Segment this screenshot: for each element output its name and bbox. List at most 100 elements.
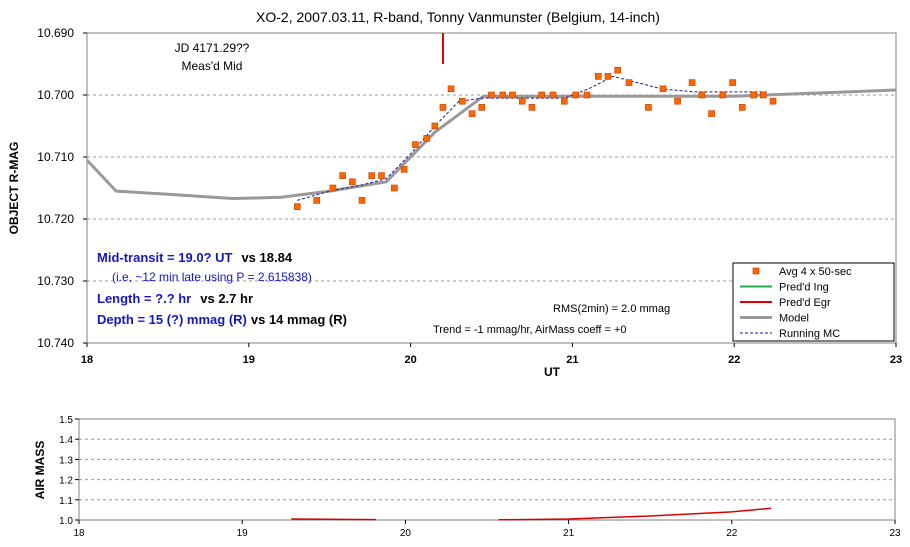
data-point: [339, 172, 346, 179]
mid-transit-annotation: Mid-transit = 19.0? UT vs 18.84: [97, 250, 293, 265]
data-point: [368, 172, 376, 179]
data-point: [423, 135, 431, 142]
data-point: [439, 104, 447, 111]
airmass-series: [291, 507, 772, 521]
data-point: [378, 172, 385, 179]
data-point: [688, 79, 696, 86]
data-point: [459, 97, 466, 105]
data-point: [313, 197, 321, 204]
data-point: [391, 184, 398, 192]
main-y-tick-label: 10.690: [37, 26, 74, 40]
mid-transit-value: Mid-transit = 19.0? UT: [97, 250, 232, 265]
data-point: [509, 91, 516, 99]
rms-annotation: RMS(2min) = 2.0 mmag: [553, 303, 670, 315]
data-point: [614, 66, 622, 74]
mid-transit-compare: vs 18.84: [241, 250, 292, 265]
y-axis-label: OBJECT R-MAG: [7, 142, 21, 235]
legend-entries: Avg 4 x 50-sec Pred'd Ing Pred'd Egr Model R…: [740, 266, 852, 340]
data-point: [760, 91, 767, 99]
main-y-tick-label: 10.700: [37, 88, 74, 102]
airmass-y-tick-label: 1.3: [59, 455, 73, 466]
airmass-line: [498, 507, 772, 521]
data-point: [674, 97, 681, 105]
legend-marker-square: [752, 267, 760, 275]
data-point: [358, 197, 366, 204]
data-point: [478, 104, 486, 111]
airmass-x-tick-label: 20: [400, 528, 412, 539]
data-point: [708, 110, 715, 117]
depth-annotation: Depth = 15 (?) mmag (R) vs 14 mmag (R): [97, 312, 347, 327]
data-point: [488, 91, 495, 99]
airmass-gridlines: [75, 418, 896, 524]
legend-label: Model: [779, 313, 809, 325]
series-running-mc: [297, 75, 767, 201]
data-point: [518, 97, 526, 105]
series-avg-points: [294, 66, 777, 210]
legend-label: Running MC: [779, 328, 840, 340]
data-point: [625, 79, 633, 86]
data-point: [738, 104, 746, 111]
data-point: [719, 91, 727, 99]
airmass-y-tick-labels: 1.0 1.1 1.2 1.3 1.4 1.5: [59, 415, 73, 527]
main-x-tick-label: 21: [566, 354, 578, 366]
data-point: [447, 85, 455, 93]
main-x-tick-label: 19: [243, 354, 255, 366]
data-point: [499, 91, 507, 99]
data-point: [594, 73, 602, 80]
main-y-tick-label: 10.740: [37, 336, 74, 350]
running-mc-line: [297, 75, 767, 201]
airmass-y-tick-label: 1.1: [59, 496, 73, 507]
main-x-tick-label: 22: [728, 354, 740, 366]
length-compare: vs 2.7 hr: [200, 291, 253, 306]
data-point: [645, 104, 652, 111]
data-point: [294, 203, 301, 210]
airmass-y-tick-label: 1.4: [59, 435, 73, 446]
main-x-tick-label: 20: [404, 354, 416, 366]
data-point: [412, 141, 419, 148]
x-axis-label: UT: [544, 365, 561, 379]
data-point: [349, 178, 356, 186]
airmass-plot-area: [78, 418, 896, 521]
depth-value: Depth = 15 (?) mmag (R): [97, 312, 247, 327]
data-point: [698, 91, 706, 99]
legend-label: Pred'd Egr: [779, 297, 831, 309]
main-x-tick-label: 18: [81, 354, 93, 366]
main-x-tick-label: 23: [890, 354, 902, 366]
legend-label: Avg 4 x 50-sec: [779, 266, 852, 278]
depth-compare: vs 14 mmag (R): [251, 312, 347, 327]
airmass-x-tick-labels: 18 19 20 21 22 23: [73, 528, 901, 539]
data-point: [538, 91, 545, 99]
airmass-x-tick-label: 19: [237, 528, 249, 539]
airmass-y-tick-label: 1.5: [59, 415, 73, 426]
airmass-y-tick-label: 1.2: [59, 476, 73, 487]
trend-annotation: Trend = -1 mmag/hr, AirMass coeff = +0: [433, 324, 627, 336]
airmass-x-tick-label: 22: [726, 528, 738, 539]
airmass-y-axis-label: AIR MASS: [33, 441, 47, 500]
legend-label: Pred'd Ing: [779, 282, 829, 294]
data-point: [572, 91, 579, 99]
airmass-y-tick-label: 1.0: [59, 516, 73, 527]
data-point: [400, 166, 408, 173]
chart-title: XO-2, 2007.03.11, R-band, Tonny Vanmunst…: [256, 9, 660, 25]
data-point: [561, 97, 568, 105]
main-y-tick-labels: 10.690 10.700 10.710 10.720 10.730 10.740: [37, 26, 74, 350]
data-point: [528, 104, 536, 111]
airmass-line: [291, 518, 377, 521]
data-point: [329, 184, 337, 192]
legend: Avg 4 x 50-sec Pred'd Ing Pred'd Egr Model R…: [732, 262, 895, 342]
main-y-tick-label: 10.730: [37, 274, 74, 288]
data-point: [729, 79, 736, 86]
data-point: [431, 122, 439, 130]
model-line: [85, 88, 897, 200]
main-y-tick-label: 10.720: [37, 212, 74, 226]
length-annotation: Length = ?.? hr vs 2.7 hr: [97, 291, 253, 306]
main-x-tick-labels: 18 19 20 21 22 23: [81, 354, 902, 366]
data-point: [769, 97, 777, 105]
main-y-tick-label: 10.710: [37, 150, 74, 164]
data-point: [583, 91, 591, 99]
data-point: [750, 91, 757, 99]
airmass-x-tick-label: 21: [563, 528, 575, 539]
jd-annotation-line2: Meas'd Mid: [182, 59, 243, 73]
jd-annotation-line1: JD 4171.29??: [175, 41, 250, 55]
